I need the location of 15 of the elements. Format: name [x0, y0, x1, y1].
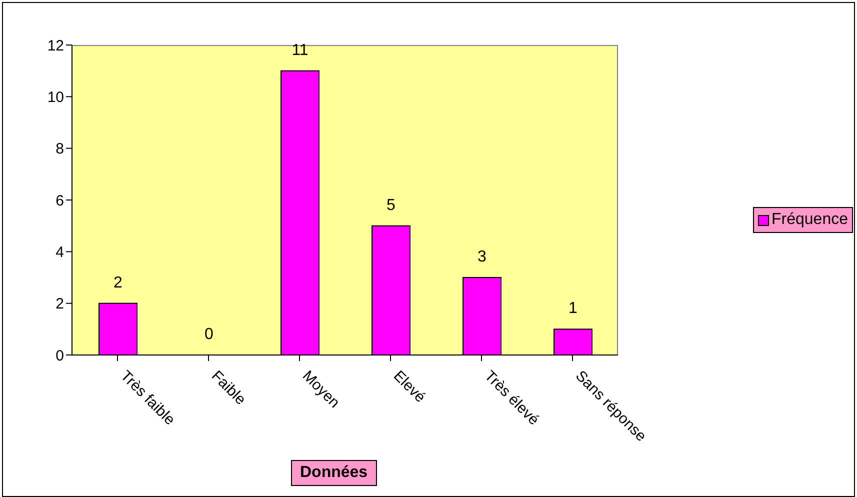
y-tick-label: 8: [56, 140, 64, 158]
x-axis-title: Données: [291, 460, 377, 486]
y-tick-label: 12: [47, 37, 64, 54]
data-label: 2: [114, 274, 123, 292]
y-tick-label: 4: [56, 244, 64, 261]
data-label: 1: [568, 300, 578, 318]
y-tick-label: 10: [47, 88, 64, 106]
y-tick-label: 2: [56, 296, 64, 313]
legend-label: Fréquence: [772, 211, 848, 229]
y-tick-label: 6: [56, 192, 64, 210]
data-label: 5: [386, 196, 396, 214]
data-label: 11: [292, 42, 308, 59]
data-label: 0: [204, 326, 214, 343]
y-tick-label: 0: [56, 347, 64, 364]
data-label: 3: [478, 248, 487, 266]
